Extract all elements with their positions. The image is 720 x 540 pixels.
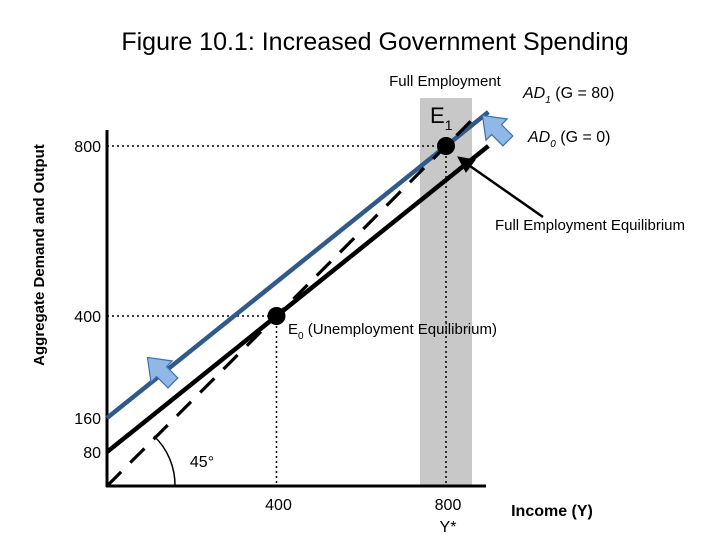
- y-tick-label-2: 400: [74, 309, 101, 326]
- series: [105, 110, 490, 488]
- labels: AD1 (G = 80) AD0 (G = 0) E1 E0 (Unemploymen…: [288, 85, 614, 342]
- series-line-45: [105, 119, 473, 488]
- shift-arrow-upper: [481, 114, 514, 147]
- x-tick-label-1: 800: [435, 497, 462, 514]
- full-employment-equilibrium-label: Full Employment Equilibrium: [495, 217, 685, 234]
- x-tick-label-0: 400: [265, 497, 292, 514]
- equilibrium-points: [267, 137, 455, 325]
- y-tick-label-1: 160: [74, 411, 101, 428]
- series-line-ad0: [105, 144, 490, 454]
- e0-label: E0 (Unemployment Equilibrium): [288, 321, 497, 342]
- angle-label: 45°: [190, 454, 214, 471]
- full-employment-label: Full Employment: [389, 73, 502, 90]
- ad1-label: AD1 (G = 80): [522, 85, 614, 106]
- x-axis-label: Income (Y): [511, 503, 593, 520]
- arrows: [146, 114, 544, 389]
- pointer-arrow-line: [469, 164, 544, 219]
- shift-arrow-lower: [146, 356, 179, 389]
- equilibrium-point-1: [437, 137, 455, 155]
- x-tick-sublabel-1: Y*: [440, 519, 457, 536]
- axes: 80 160 400 800 400 800 Y*: [74, 130, 486, 536]
- pointer-arrow-head: [457, 156, 476, 173]
- y-tick-label-0: 80: [83, 445, 101, 462]
- series-line-ad1: [105, 110, 490, 420]
- equilibrium-point-0: [267, 307, 286, 325]
- y-tick-label-3: 800: [74, 139, 101, 156]
- chart-title: Figure 10.1: Increased Government Spendi…: [121, 28, 628, 56]
- guide-lines: [107, 145, 447, 486]
- e1-label: E1: [430, 103, 453, 133]
- y-axis-label: Aggregate Demand and Output: [31, 144, 48, 366]
- angle-arc: [153, 435, 176, 487]
- ad0-label: AD0 (G = 0): [527, 129, 610, 150]
